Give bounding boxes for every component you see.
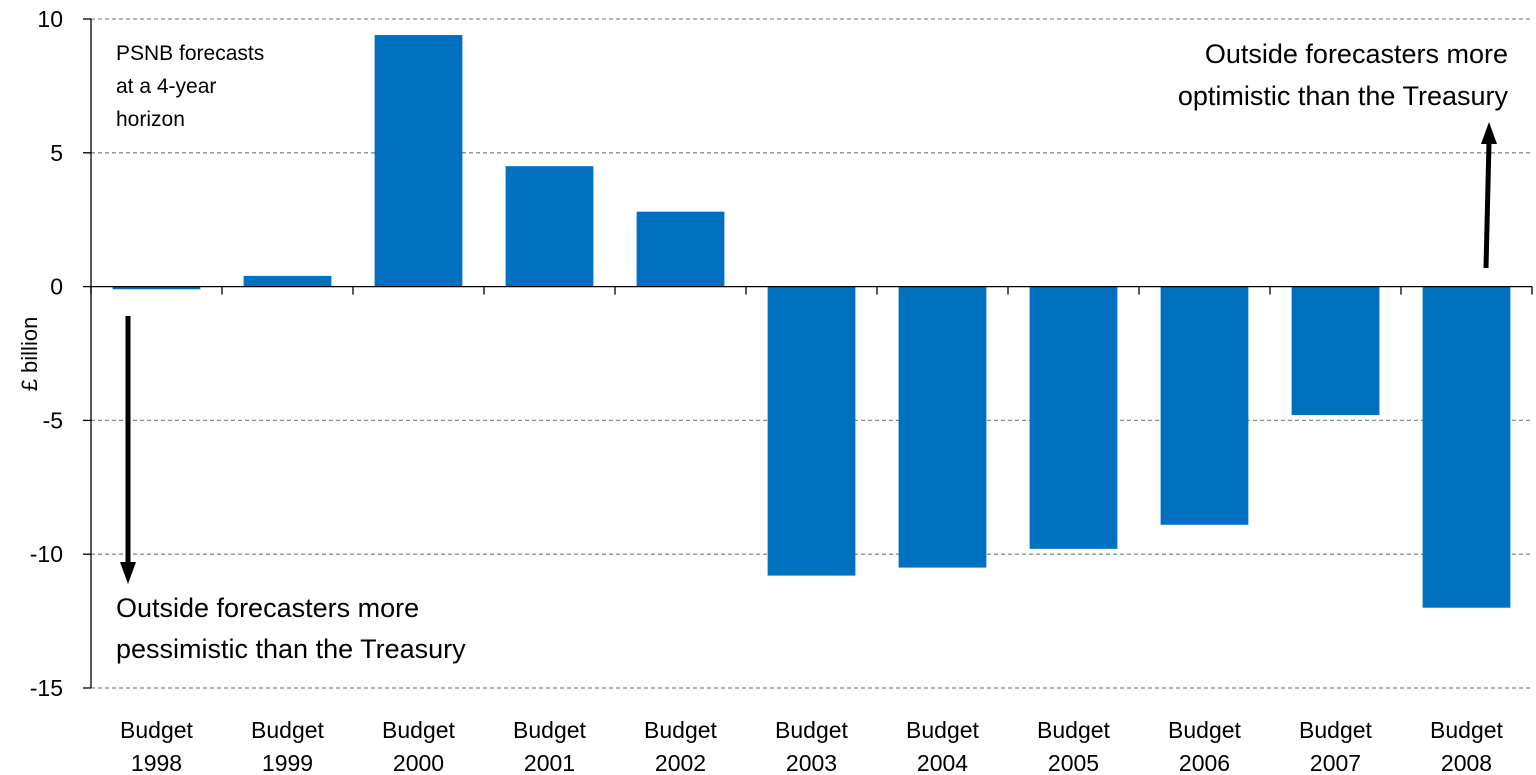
corner-note-line-1: PSNB forecasts — [116, 42, 264, 65]
optimistic-note-line-2: optimistic than the Treasury — [1178, 81, 1509, 111]
corner-note-line-3: horizon — [116, 108, 185, 131]
y-tick-labels: 10 5 0 -5 -10 -15 — [30, 6, 63, 701]
pessimistic-note-line-2: pessimistic than the Treasury — [116, 634, 466, 664]
axes — [83, 18, 1533, 689]
corner-note-line-2: at a 4-year — [116, 75, 216, 98]
category-label-9-line-2: 2007 — [1310, 750, 1361, 775]
category-label-6-line-1: Budget — [906, 717, 980, 743]
category-label-1-line-1: Budget — [251, 717, 325, 743]
y-tick-label-1: 5 — [50, 140, 63, 166]
category-label-0-line-2: 1998 — [131, 750, 182, 775]
bar-budget-2006 — [1160, 286, 1249, 525]
up-arrow-icon — [1481, 122, 1497, 269]
optimistic-note-line-1: Outside forecasters more — [1205, 39, 1508, 69]
category-label-2-line-1: Budget — [382, 717, 456, 743]
y-tick-label-5: -15 — [30, 675, 63, 701]
pessimistic-note: Outside forecasters more pessimistic tha… — [116, 593, 466, 664]
bar-budget-2000 — [374, 35, 463, 287]
optimistic-note: Outside forecasters more optimistic than… — [1178, 39, 1509, 111]
category-label-9-line-1: Budget — [1299, 717, 1373, 743]
bar-budget-1999 — [243, 275, 332, 287]
category-label-10-line-1: Budget — [1430, 717, 1504, 743]
bar-budget-2005 — [1029, 286, 1118, 549]
bar-budget-2003 — [767, 286, 856, 576]
category-label-5-line-2: 2003 — [786, 750, 837, 775]
category-label-2-line-2: 2000 — [393, 750, 444, 775]
pessimistic-note-line-1: Outside forecasters more — [116, 593, 419, 623]
y-tick-label-4: -10 — [30, 541, 63, 567]
category-label-8-line-2: 2006 — [1179, 750, 1230, 775]
y-tick-label-3: -5 — [43, 407, 63, 433]
category-label-3-line-2: 2001 — [524, 750, 575, 775]
y-tick-label-0: 10 — [37, 6, 63, 32]
category-label-4-line-2: 2002 — [655, 750, 706, 775]
category-label-5-line-1: Budget — [775, 717, 849, 743]
category-label-8-line-1: Budget — [1168, 717, 1242, 743]
category-label-7-line-1: Budget — [1037, 717, 1111, 743]
y-tick-label-2: 0 — [50, 274, 63, 300]
category-label-0-line-1: Budget — [120, 717, 194, 743]
category-label-1-line-2: 1999 — [262, 750, 313, 775]
bar-budget-1998 — [112, 286, 201, 290]
bar-budget-2002 — [636, 211, 725, 287]
grid-lines — [91, 18, 1532, 689]
category-label-4-line-1: Budget — [644, 717, 718, 743]
bar-budget-2008 — [1422, 286, 1511, 608]
bar-budget-2004 — [898, 286, 987, 568]
down-arrow-icon — [120, 316, 136, 584]
bar-budget-2007 — [1291, 286, 1380, 416]
category-label-10-line-2: 2008 — [1441, 750, 1492, 775]
bar-budget-2001 — [505, 166, 594, 287]
category-label-6-line-2: 2004 — [917, 750, 968, 775]
corner-note: PSNB forecasts at a 4-year horizon — [116, 42, 264, 131]
category-labels: Budget 1998 Budget 1999 Budget 2000 Budget 2001… — [120, 717, 1504, 775]
y-axis-label: £ billion — [17, 317, 42, 392]
category-label-7-line-2: 2005 — [1048, 750, 1099, 775]
category-label-3-line-1: Budget — [513, 717, 587, 743]
bars — [112, 35, 1511, 608]
